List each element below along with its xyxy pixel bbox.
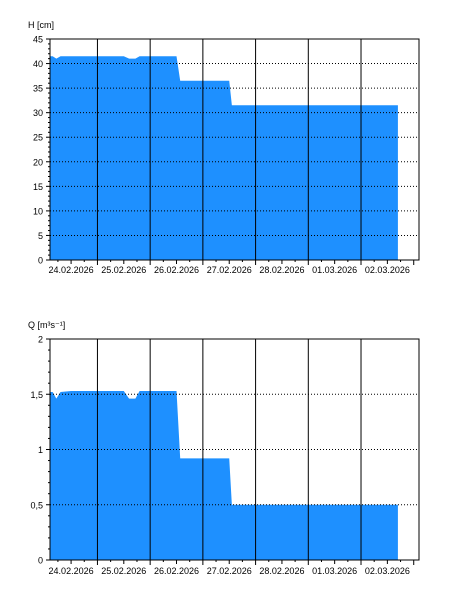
plot-frame [49,38,420,261]
y-tick-label: 2 [38,335,43,345]
y-tick-label: 25 [33,133,43,143]
y-tick-label: 40 [33,59,43,69]
x-tick-label: 26.02.2026 [154,265,199,275]
series-area [50,56,398,260]
y-tick-label: 45 [33,35,43,45]
x-tick-label: 01.03.2026 [312,566,357,576]
x-tick-label: 24.02.2026 [49,566,94,576]
y-tick-label: 1,5 [30,390,43,400]
water-level-chart: H [cm] 0 5 10 15 20 25 30 35 40 45 24.02.2026 25.02.… [28,20,420,275]
y-tick-label: 20 [33,157,43,167]
y-tick-label: 1 [38,445,43,455]
y-tick-label: 10 [33,206,43,216]
y-axis-title: Q [m³s⁻¹] [28,320,65,330]
x-tick-label: 28.02.2026 [259,265,304,275]
y-tick-label: 15 [33,182,43,192]
y-tick-label: 5 [38,231,43,241]
x-tick-label: 27.02.2026 [207,566,252,576]
discharge-chart: Q [m³s⁻¹] 0 0,5 1 1,5 2 24.02.2026 25.02.2026 26… [28,320,420,576]
x-tick-label: 24.02.2026 [49,265,94,275]
x-tick-label: 02.03.2026 [365,566,410,576]
x-tick-label: 27.02.2026 [207,265,252,275]
x-tick-label: 25.02.2026 [101,566,146,576]
x-tick-label: 25.02.2026 [101,265,146,275]
x-tick-label: 01.03.2026 [312,265,357,275]
y-tick-label: 35 [33,84,43,94]
y-tick-label: 0 [38,556,43,566]
series-area [50,390,398,560]
x-tick-label: 02.03.2026 [365,265,410,275]
y-axis-title: H [cm] [28,20,54,30]
x-tick-label: 28.02.2026 [259,566,304,576]
y-tick-label: 0 [38,256,43,266]
y-tick-label: 0,5 [30,500,43,510]
x-tick-label: 26.02.2026 [154,566,199,576]
y-tick-label: 30 [33,108,43,118]
